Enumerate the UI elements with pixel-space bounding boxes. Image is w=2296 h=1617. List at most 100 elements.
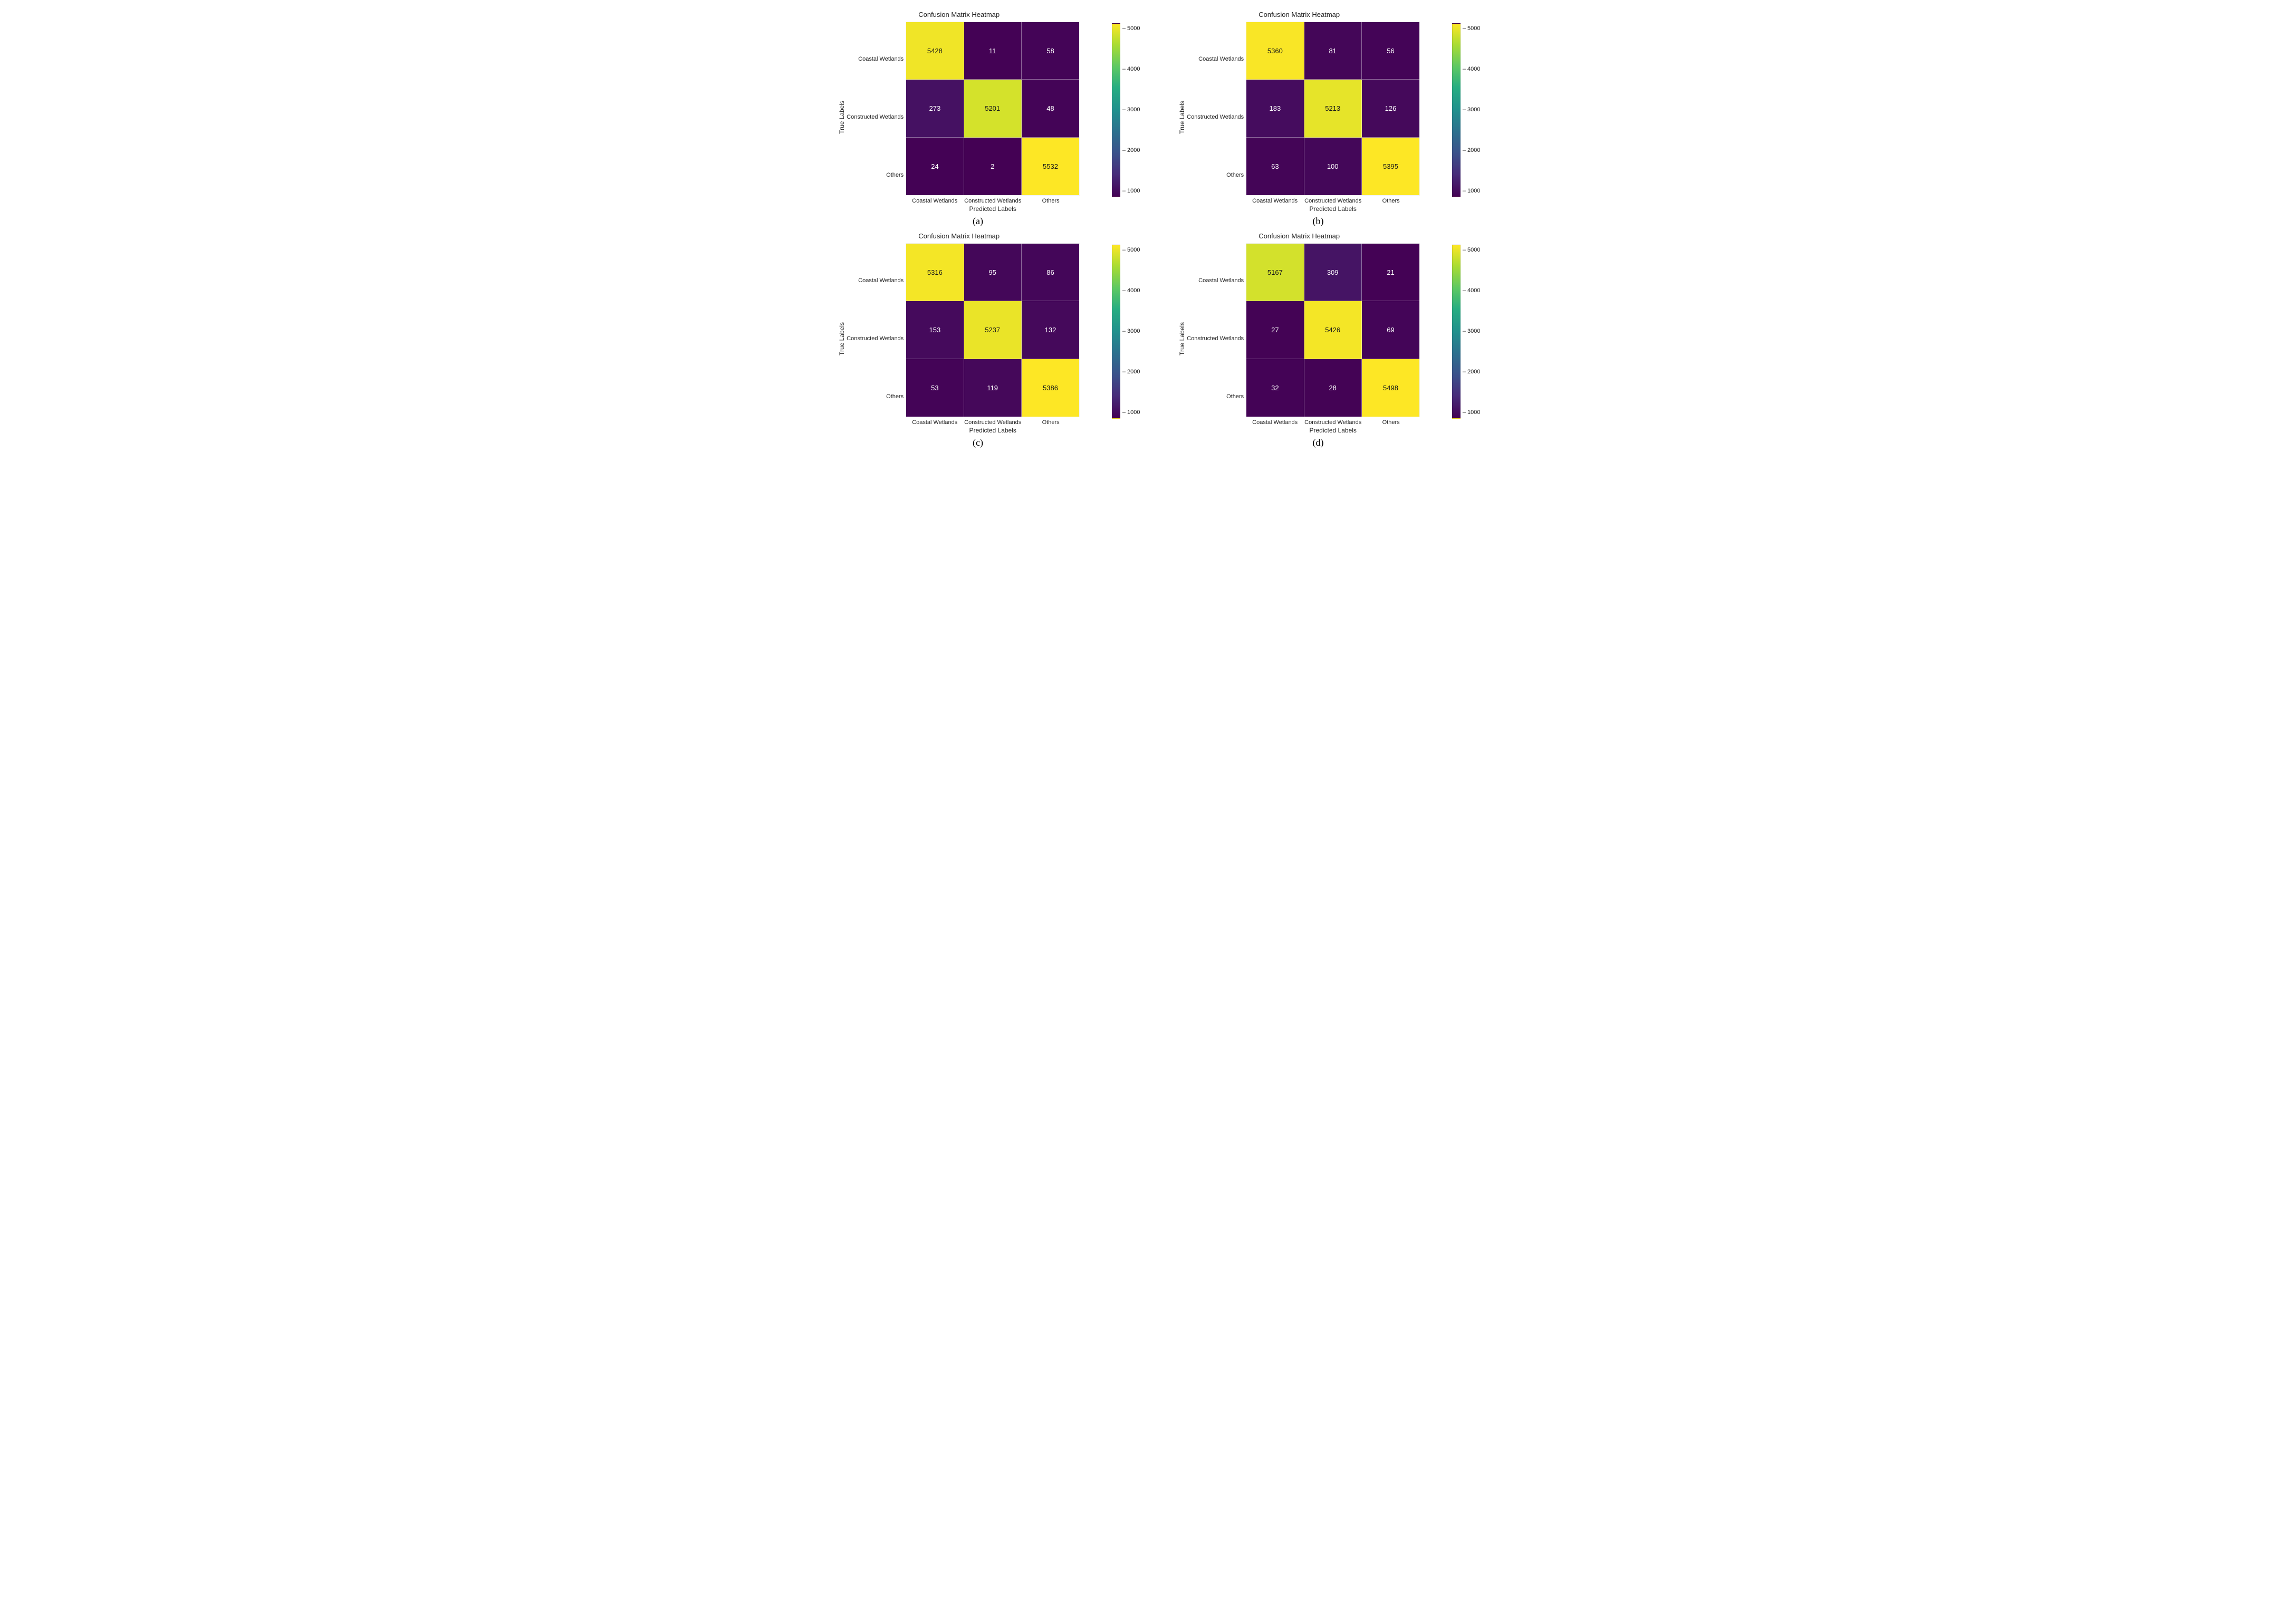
panel-c: Confusion Matrix Heatmap True Labels Coa… bbox=[816, 232, 1140, 448]
heatmap-cell: 309 bbox=[1304, 244, 1362, 301]
heatmap-cell: 119 bbox=[964, 359, 1022, 417]
y-tick: Coastal Wetlands bbox=[847, 30, 904, 88]
panel-label: (d) bbox=[1313, 437, 1324, 448]
heatmap-grid: 5167309212754266932285498 bbox=[1246, 243, 1420, 417]
colorbar-tick: – 1000 bbox=[1122, 188, 1140, 194]
heatmap-cell: 21 bbox=[1362, 244, 1419, 301]
y-axis-label: True Labels bbox=[838, 101, 846, 134]
y-axis-label: True Labels bbox=[1178, 101, 1186, 134]
y-tick: Others bbox=[1187, 146, 1244, 204]
x-tick: Others bbox=[1362, 419, 1420, 426]
heatmap-grid: 542811582735201482425532 bbox=[906, 22, 1080, 196]
heatmap-with-axes: True Labels Coastal Wetlands Constructed… bbox=[1178, 22, 1420, 213]
x-axis-label: Predicted Labels bbox=[906, 427, 1080, 434]
heatmap-cell: 5360 bbox=[1246, 22, 1304, 80]
y-tick: Constructed Wetlands bbox=[1187, 88, 1244, 146]
y-tick-column: Coastal Wetlands Constructed Wetlands Ot… bbox=[847, 30, 904, 204]
heatmap-cell: 5237 bbox=[964, 301, 1022, 359]
colorbar-tick: – 5000 bbox=[1463, 247, 1481, 253]
chart-body: Confusion Matrix Heatmap True Labels Coa… bbox=[816, 11, 1102, 213]
heatmap-cell: 5386 bbox=[1022, 359, 1079, 417]
y-axis-label: True Labels bbox=[1178, 322, 1186, 355]
heatmap-cell: 132 bbox=[1022, 301, 1079, 359]
heatmap-cell: 11 bbox=[964, 22, 1022, 80]
chart-title: Confusion Matrix Heatmap bbox=[1259, 11, 1340, 18]
chart-title: Confusion Matrix Heatmap bbox=[918, 11, 1000, 18]
y-tick: Coastal Wetlands bbox=[1187, 252, 1244, 310]
x-tick: Constructed Wetlands bbox=[1304, 419, 1362, 426]
heatmap-cell: 5201 bbox=[964, 80, 1022, 137]
panel-label: (a) bbox=[973, 216, 983, 227]
colorbar-tick: – 5000 bbox=[1122, 25, 1140, 32]
heatmap-with-axes: True Labels Coastal Wetlands Constructed… bbox=[838, 22, 1080, 213]
x-tick: Coastal Wetlands bbox=[906, 419, 964, 426]
colorbar bbox=[1452, 23, 1461, 197]
colorbar-tick: – 2000 bbox=[1122, 369, 1140, 375]
colorbar-tick: – 1000 bbox=[1463, 188, 1481, 194]
heatmap-cell: 27 bbox=[1246, 301, 1304, 359]
heatmap-cell: 126 bbox=[1362, 80, 1419, 137]
heatmap-cell: 24 bbox=[906, 138, 964, 195]
colorbar-tick: – 5000 bbox=[1122, 247, 1140, 253]
chart-area: Confusion Matrix Heatmap True Labels Coa… bbox=[1156, 11, 1481, 213]
x-axis-label: Predicted Labels bbox=[1246, 427, 1420, 434]
x-tick: Constructed Wetlands bbox=[1304, 198, 1362, 204]
colorbar-tick: – 5000 bbox=[1463, 25, 1481, 32]
colorbar-ticks: – 5000– 4000– 3000– 2000– 1000 bbox=[1463, 245, 1481, 419]
colorbar-tick: – 3000 bbox=[1122, 107, 1140, 113]
heatmap-cell: 5532 bbox=[1022, 138, 1079, 195]
heatmap-cell: 32 bbox=[1246, 359, 1304, 417]
heatmap-cell: 5498 bbox=[1362, 359, 1419, 417]
chart-body: Confusion Matrix Heatmap True Labels Coa… bbox=[816, 232, 1102, 434]
colorbar bbox=[1452, 245, 1461, 419]
heatmap-cell: 63 bbox=[1246, 138, 1304, 195]
panel-a: Confusion Matrix Heatmap True Labels Coa… bbox=[816, 11, 1140, 227]
colorbar-ticks: – 5000– 4000– 3000– 2000– 1000 bbox=[1463, 23, 1481, 197]
heatmap-cell: 273 bbox=[906, 80, 964, 137]
chart-body: Confusion Matrix Heatmap True Labels Coa… bbox=[1156, 11, 1443, 213]
heatmap-cell: 53 bbox=[906, 359, 964, 417]
x-tick: Constructed Wetlands bbox=[964, 419, 1022, 426]
heatmap-cell: 28 bbox=[1304, 359, 1362, 417]
panel-label: (b) bbox=[1313, 216, 1324, 227]
colorbar-tick: – 3000 bbox=[1122, 328, 1140, 334]
y-tick: Others bbox=[847, 146, 904, 204]
colorbar bbox=[1112, 245, 1120, 419]
colorbar-tick: – 4000 bbox=[1122, 66, 1140, 72]
y-tick: Coastal Wetlands bbox=[847, 252, 904, 310]
chart-title: Confusion Matrix Heatmap bbox=[1259, 232, 1340, 240]
chart-title: Confusion Matrix Heatmap bbox=[918, 232, 1000, 240]
panel-d: Confusion Matrix Heatmap True Labels Coa… bbox=[1156, 232, 1481, 448]
colorbar-tick: – 2000 bbox=[1122, 147, 1140, 153]
x-tick-row: Coastal Wetlands Constructed Wetlands Ot… bbox=[1246, 419, 1420, 426]
heatmap-cell: 5167 bbox=[1246, 244, 1304, 301]
heatmap-cell: 5395 bbox=[1362, 138, 1419, 195]
chart-area: Confusion Matrix Heatmap True Labels Coa… bbox=[1156, 232, 1481, 434]
figure-grid: Confusion Matrix Heatmap True Labels Coa… bbox=[816, 11, 1481, 448]
heatmap-cell: 5428 bbox=[906, 22, 964, 80]
colorbar-wrap: – 5000– 4000– 3000– 2000– 1000 bbox=[1112, 245, 1140, 419]
x-tick: Constructed Wetlands bbox=[964, 198, 1022, 204]
x-tick-row: Coastal Wetlands Constructed Wetlands Ot… bbox=[906, 419, 1080, 426]
x-tick: Coastal Wetlands bbox=[1246, 198, 1304, 204]
chart-area: Confusion Matrix Heatmap True Labels Coa… bbox=[816, 232, 1140, 434]
panel-label: (c) bbox=[973, 437, 983, 448]
y-tick: Constructed Wetlands bbox=[847, 310, 904, 368]
x-tick-row: Coastal Wetlands Constructed Wetlands Ot… bbox=[906, 198, 1080, 204]
y-axis-label: True Labels bbox=[838, 322, 846, 355]
chart-area: Confusion Matrix Heatmap True Labels Coa… bbox=[816, 11, 1140, 213]
colorbar-tick: – 4000 bbox=[1122, 287, 1140, 294]
heatmap-cell: 95 bbox=[964, 244, 1022, 301]
y-tick: Coastal Wetlands bbox=[1187, 30, 1244, 88]
x-tick: Others bbox=[1022, 419, 1080, 426]
colorbar-tick: – 4000 bbox=[1463, 287, 1481, 294]
colorbar-tick: – 3000 bbox=[1463, 328, 1481, 334]
heatmap-cell: 81 bbox=[1304, 22, 1362, 80]
heatmap-grid: 536081561835213126631005395 bbox=[1246, 22, 1420, 196]
y-tick: Constructed Wetlands bbox=[1187, 310, 1244, 368]
x-tick: Others bbox=[1022, 198, 1080, 204]
heatmap-cell: 100 bbox=[1304, 138, 1362, 195]
x-axis-label: Predicted Labels bbox=[1246, 205, 1420, 213]
y-tick-column: Coastal Wetlands Constructed Wetlands Ot… bbox=[1187, 252, 1244, 426]
colorbar-tick: – 4000 bbox=[1463, 66, 1481, 72]
